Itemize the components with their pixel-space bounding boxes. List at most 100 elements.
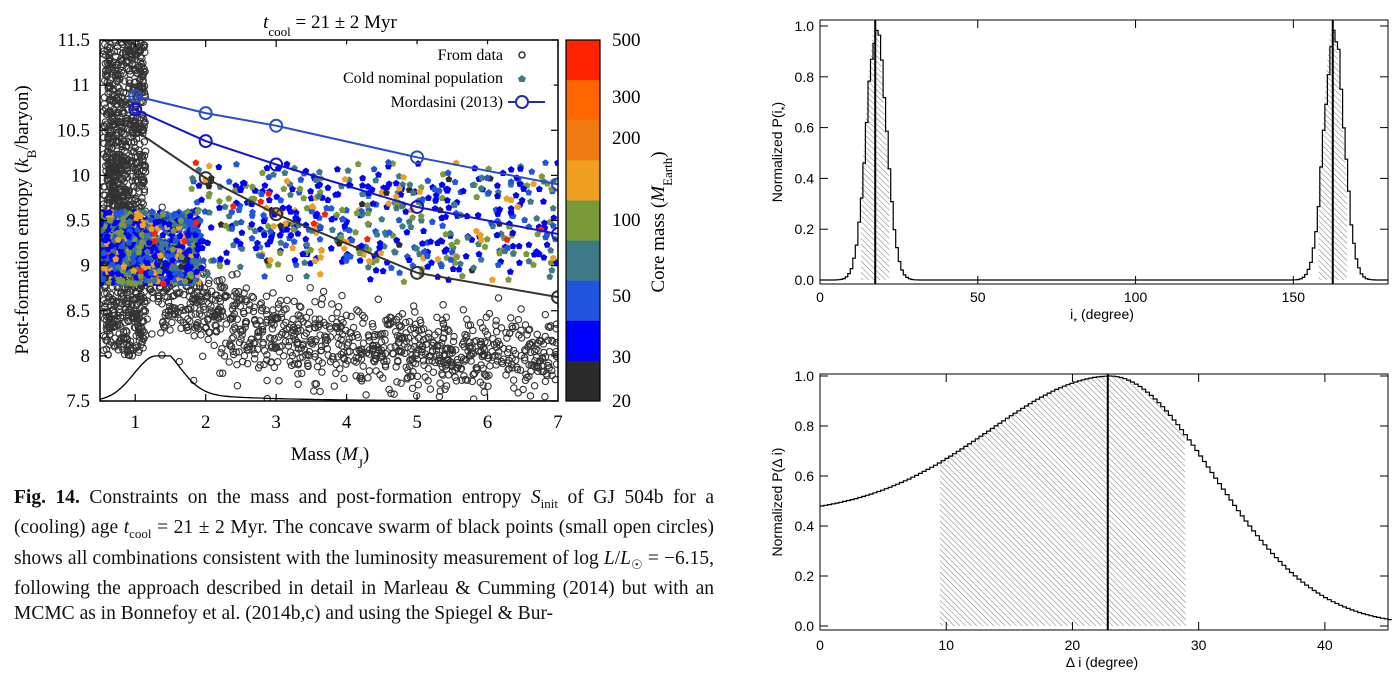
data-point <box>271 313 280 322</box>
data-point <box>338 291 346 300</box>
data-point <box>546 322 555 330</box>
data-point <box>286 357 294 366</box>
data-point <box>139 98 147 106</box>
data-point <box>134 29 140 35</box>
data-point <box>376 371 384 379</box>
data-point <box>218 369 227 377</box>
population-point <box>424 252 431 260</box>
data-point <box>126 67 134 75</box>
data-point <box>381 362 390 371</box>
data-point <box>317 342 326 351</box>
data-point <box>294 345 303 353</box>
y-tick-label: 0.4 <box>795 518 815 534</box>
data-point <box>176 288 184 297</box>
population-point <box>267 233 275 241</box>
population-point <box>548 266 556 274</box>
data-point <box>371 330 379 339</box>
data-point <box>522 347 530 355</box>
data-point <box>394 356 402 365</box>
x-tick-label: 0 <box>816 289 824 305</box>
population-point <box>554 159 558 166</box>
population-point <box>189 174 196 182</box>
right-bottom-frame <box>819 373 1389 631</box>
population-point <box>494 192 501 200</box>
population-point <box>521 216 529 223</box>
x-tick-label: 150 <box>1282 289 1306 305</box>
data-point <box>539 340 548 348</box>
data-point <box>238 357 247 366</box>
population-point <box>169 252 176 259</box>
population-point <box>473 227 480 235</box>
data-point <box>405 362 414 371</box>
data-point <box>270 334 279 343</box>
data-point <box>208 312 217 321</box>
data-point <box>123 164 132 172</box>
population-point <box>327 204 335 212</box>
population-point <box>311 257 319 264</box>
population-point <box>364 220 372 227</box>
population-point <box>240 179 248 187</box>
data-point <box>106 75 114 84</box>
data-point <box>104 40 112 43</box>
population-point <box>205 162 213 169</box>
data-point <box>308 340 317 348</box>
data-point <box>128 59 137 67</box>
population-point <box>354 160 362 168</box>
population-point <box>533 214 541 222</box>
x-tick-label: 20 <box>1065 637 1081 653</box>
population-point <box>277 196 285 204</box>
data-point <box>233 270 241 278</box>
data-point <box>125 84 133 93</box>
population-point <box>170 227 178 234</box>
data-point <box>307 339 315 347</box>
data-point <box>461 330 469 339</box>
data-point <box>257 306 266 315</box>
data-point <box>369 345 378 353</box>
data-point <box>484 382 492 391</box>
data-point <box>231 325 239 333</box>
data-point <box>305 347 314 356</box>
data-point <box>541 392 549 401</box>
data-point <box>292 349 300 357</box>
population-point <box>198 264 206 271</box>
data-point <box>276 343 284 351</box>
data-point <box>123 40 131 43</box>
mordasini-marker-inner <box>131 105 140 114</box>
x-tick-label: 50 <box>970 289 986 305</box>
data-point <box>135 187 144 196</box>
population-point <box>195 182 203 189</box>
data-point <box>548 366 556 375</box>
legend-cold-marker <box>518 75 526 82</box>
data-point <box>259 338 267 347</box>
data-point <box>107 95 115 104</box>
data-point <box>410 324 418 333</box>
data-point <box>123 32 129 38</box>
data-point <box>168 292 177 300</box>
data-point <box>408 351 416 360</box>
data-point <box>263 376 271 385</box>
population-point <box>117 208 125 216</box>
population-point <box>431 185 439 193</box>
population-point <box>372 176 380 184</box>
data-point <box>204 279 213 288</box>
population-point <box>258 252 266 259</box>
y-tick-label: 10.5 <box>57 120 90 141</box>
population-point <box>117 228 125 236</box>
data-point <box>403 343 412 351</box>
data-point <box>428 346 437 355</box>
data-point <box>448 362 456 371</box>
population-point <box>204 270 211 278</box>
population-point <box>458 272 466 279</box>
population-point <box>273 193 281 200</box>
data-point <box>305 308 314 316</box>
population-point <box>483 235 491 243</box>
population-point <box>494 182 501 189</box>
population-point <box>222 222 230 229</box>
population-point <box>141 209 149 216</box>
data-point <box>385 385 393 394</box>
population-point <box>383 183 391 191</box>
data-point <box>174 308 183 316</box>
data-point <box>260 346 269 355</box>
colorbar-segment <box>566 360 600 402</box>
population-point <box>447 256 455 263</box>
